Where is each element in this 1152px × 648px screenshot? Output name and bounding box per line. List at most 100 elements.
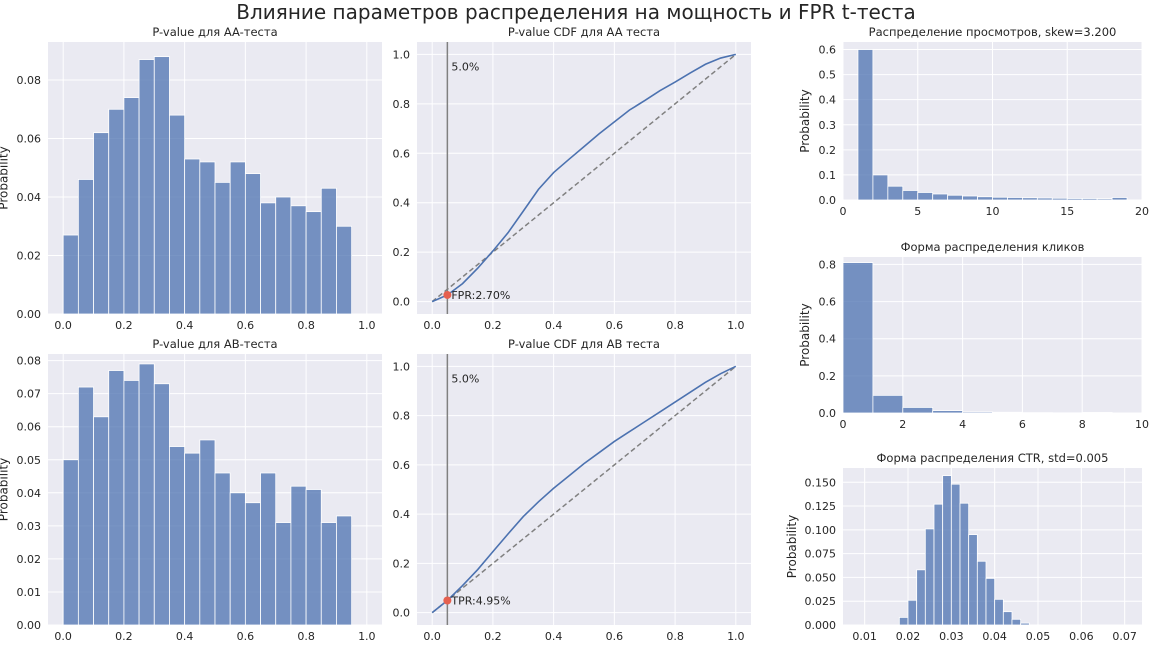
uniform-reference-line	[431, 365, 737, 614]
y-tick-label: 0.0	[819, 194, 837, 207]
histogram-bar	[962, 411, 993, 414]
y-tick-label: 0.02	[17, 250, 42, 263]
histogram-bar	[992, 411, 1023, 414]
x-tick-label: 0.8	[666, 630, 684, 643]
histogram-bar	[976, 560, 987, 626]
y-tick-label: 0.06	[17, 133, 42, 146]
histogram-bar	[933, 503, 944, 626]
chart-title: P-value CDF для AA теста	[508, 25, 660, 39]
histogram-bar	[1036, 197, 1053, 201]
histogram-bar	[138, 363, 155, 626]
histogram-bar	[336, 515, 353, 626]
x-tick-label: 4	[959, 418, 966, 431]
histogram-bar	[320, 522, 337, 626]
histogram-bar	[77, 386, 94, 626]
y-tick-label: 0.1	[819, 169, 837, 182]
chart-pv-hist-ab: 0.0 0.2 0.4 0.6 0.8 1.0 0.00 0.01 0.02 0.03 0.04 0.…	[0, 337, 382, 643]
histogram-bar	[244, 502, 261, 626]
y-tick-label: 0.2	[819, 370, 837, 383]
histogram-bar	[93, 416, 110, 626]
y-tick-label: 0.07	[17, 388, 42, 401]
histogram-bar	[123, 380, 140, 626]
histogram-bar	[275, 522, 292, 626]
histogram-bar	[1022, 197, 1038, 201]
chart-title: Распределение просмотров, skew=3.200	[869, 25, 1117, 39]
histogram-bar	[1007, 197, 1023, 201]
figure-title: Влияние параметров распределения на мощн…	[236, 0, 915, 24]
chart-pv-hist-aa: 0.0 0.2 0.4 0.6 0.8 1.0 0.00 0.02 0.04 0.06 0.08 P-…	[0, 25, 382, 332]
histogram-bar	[942, 475, 952, 626]
x-tick-label: 5	[914, 205, 921, 218]
histogram-bar	[1020, 622, 1030, 626]
histogram-bar	[305, 211, 322, 315]
y-tick-label: 0.4	[393, 508, 411, 521]
x-tick-label: 0.03	[939, 630, 964, 643]
histogram-bar	[305, 489, 322, 626]
histogram-bar	[138, 59, 155, 315]
y-tick-label: 0.2	[819, 144, 837, 157]
histogram-bar	[77, 179, 94, 315]
x-tick-label: 0.0	[54, 630, 72, 643]
rate-marker	[443, 290, 452, 299]
x-tick-label: 0.05	[1026, 630, 1051, 643]
y-axis-label: Probability	[785, 515, 799, 578]
x-tick-label: 0.0	[423, 630, 441, 643]
y-tick-label: 0.04	[17, 487, 42, 500]
x-tick-label: 0.6	[606, 319, 624, 332]
histogram-bar	[108, 370, 125, 626]
x-tick-label: 0.4	[176, 319, 194, 332]
x-tick-label: 0.2	[115, 630, 133, 643]
y-tick-label: 0.2	[393, 557, 411, 570]
histogram-bar	[153, 56, 170, 315]
histogram-bar	[62, 234, 79, 315]
histogram-bar	[992, 196, 1008, 201]
chart-views-dist: 0 5 10 15 20 0.0 0.1 0.2 0.3 0.4 0.5 0.6 Распределен…	[798, 25, 1149, 218]
y-tick-label: 0.025	[805, 595, 837, 608]
y-tick-label: 0.6	[393, 147, 411, 160]
histogram-bar	[290, 485, 307, 626]
histogram-bar	[169, 114, 186, 315]
y-tick-label: 0.02	[17, 553, 42, 566]
histogram-bar	[199, 161, 216, 315]
x-tick-label: 0.6	[237, 319, 255, 332]
histogram-bar	[108, 108, 125, 315]
x-tick-label: 0.8	[297, 319, 315, 332]
x-tick-label: 0	[840, 205, 847, 218]
y-tick-label: 0.0	[819, 407, 837, 420]
y-tick-label: 0.8	[819, 258, 837, 271]
y-tick-label: 0.000	[805, 619, 837, 632]
x-tick-label: 0.0	[423, 319, 441, 332]
y-tick-label: 0.00	[17, 619, 42, 632]
x-tick-label: 2	[899, 418, 906, 431]
y-axis-label: Probability	[798, 89, 812, 152]
histogram-bar	[872, 394, 904, 414]
x-tick-label: 0.8	[666, 319, 684, 332]
rate-label: FPR:2.70%	[451, 289, 510, 302]
histogram-bar	[968, 534, 978, 626]
y-tick-label: 0.5	[819, 69, 837, 82]
histogram-bar	[184, 158, 201, 315]
chart-title: P-value для AB-теста	[152, 337, 277, 351]
histogram-bar	[887, 185, 904, 201]
histogram-bar	[214, 472, 231, 626]
y-tick-label: 0.100	[805, 524, 837, 537]
y-tick-label: 0.6	[819, 44, 837, 57]
x-tick-label: 0.07	[1112, 630, 1137, 643]
histogram-bar	[898, 616, 909, 626]
histogram-bar	[123, 97, 140, 315]
y-tick-label: 0.01	[17, 586, 42, 599]
histogram-bar	[916, 569, 926, 626]
histogram-bar	[1066, 198, 1083, 201]
histogram-bar	[842, 262, 874, 414]
histogram-bar	[1002, 611, 1013, 626]
chart-title: P-value CDF для AB теста	[508, 337, 660, 351]
histogram-bar	[1051, 197, 1068, 201]
plot-area	[843, 257, 1142, 413]
histogram-bar	[214, 181, 231, 315]
histogram-bar	[199, 439, 216, 626]
chart-pv-cdf-aa: 0.0 0.2 0.4 0.6 0.8 1.0 0.0 0.2 0.4 0.6 0.8 1.0 P-va…	[393, 25, 751, 332]
y-tick-label: 1.0	[393, 360, 411, 373]
x-tick-label: 0.01	[852, 630, 877, 643]
chart-title: P-value для AA-теста	[152, 25, 277, 39]
